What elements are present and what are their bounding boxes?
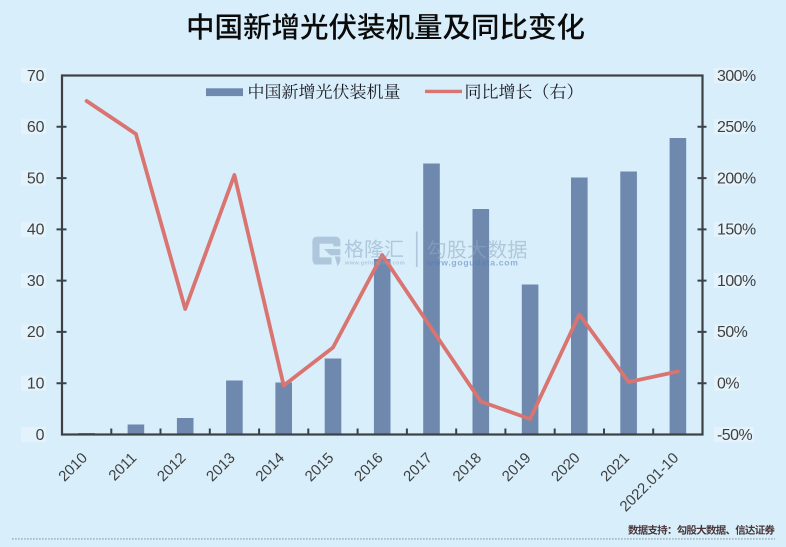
svg-text:50%: 50% [717,324,748,341]
svg-text:70: 70 [27,68,45,85]
svg-text:200%: 200% [717,170,756,187]
svg-text:250%: 250% [717,119,756,136]
svg-text:0: 0 [36,427,45,444]
svg-text:50: 50 [27,170,45,187]
svg-text:150%: 150% [717,222,756,239]
svg-text:www.gogudata.com: www.gogudata.com [426,258,519,268]
svg-text:www.gelonghui.com: www.gelonghui.com [344,260,405,266]
svg-text:40: 40 [27,222,45,239]
svg-text:100%: 100% [717,273,756,290]
svg-text:20: 20 [27,324,45,341]
svg-text:0%: 0% [717,376,739,393]
svg-text:-50%: -50% [717,427,752,444]
svg-text:30: 30 [27,273,45,290]
svg-text:300%: 300% [717,68,756,85]
svg-text:60: 60 [27,119,45,136]
svg-text:10: 10 [27,376,45,393]
